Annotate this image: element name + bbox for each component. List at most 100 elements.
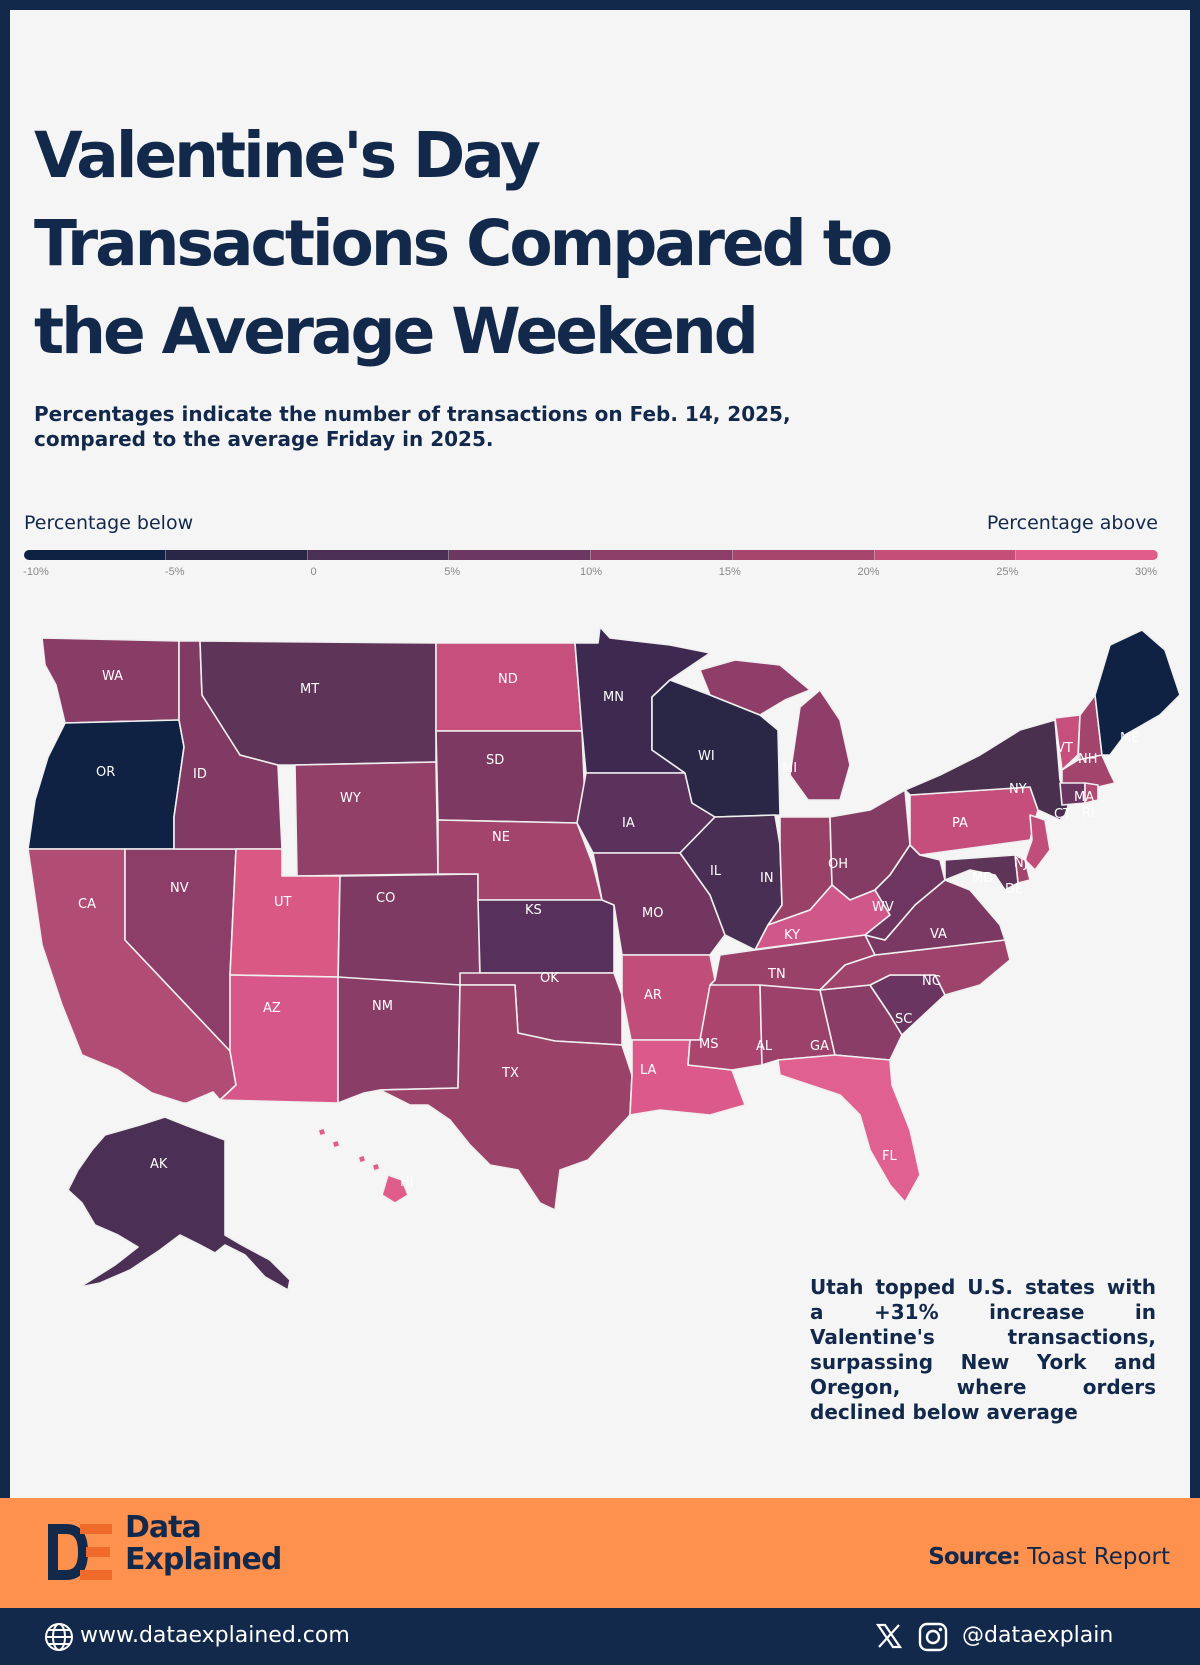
svg-text:NV: NV bbox=[170, 881, 189, 896]
website-link[interactable]: www.dataexplained.com bbox=[80, 1623, 350, 1648]
svg-text:TX: TX bbox=[501, 1066, 519, 1081]
state-md bbox=[944, 854, 1019, 891]
legend-segment bbox=[307, 550, 450, 560]
brand-line-1: Data bbox=[125, 1510, 202, 1545]
legend-segment bbox=[165, 550, 308, 560]
svg-text:KY: KY bbox=[784, 928, 800, 943]
us-choropleth-map: WA OR CA NV ID MT WY UT CO AZ NM ND SD NE KS OK TX M… bbox=[27, 626, 1180, 1291]
svg-text:AZ: AZ bbox=[263, 1001, 281, 1016]
svg-text:ME: ME bbox=[1120, 731, 1139, 746]
svg-text:MA: MA bbox=[1074, 790, 1094, 805]
svg-text:VT: VT bbox=[1056, 741, 1073, 756]
state-nm bbox=[337, 976, 461, 1104]
svg-text:MS: MS bbox=[699, 1037, 718, 1052]
state-hi bbox=[317, 1127, 409, 1204]
svg-text:ND: ND bbox=[498, 672, 518, 687]
legend-segment bbox=[24, 550, 166, 560]
svg-text:WY: WY bbox=[340, 791, 361, 806]
state-mt bbox=[199, 640, 437, 766]
state-labels: WA OR CA NV ID MT WY UT CO AZ NM ND SD NE KS OK TX M… bbox=[78, 669, 1139, 1190]
svg-text:OR: OR bbox=[96, 765, 115, 780]
svg-text:AR: AR bbox=[644, 988, 662, 1003]
svg-text:NY: NY bbox=[1009, 782, 1027, 797]
legend-label-below: Percentage below bbox=[24, 512, 194, 534]
legend-label-above: Percentage above bbox=[986, 512, 1158, 534]
state-nd bbox=[435, 642, 583, 732]
svg-text:OK: OK bbox=[540, 971, 559, 986]
svg-text:HI: HI bbox=[400, 1175, 414, 1190]
state-or bbox=[27, 719, 185, 850]
brand-name: Data Explained bbox=[125, 1510, 282, 1577]
svg-text:UT: UT bbox=[274, 895, 292, 910]
svg-text:LA: LA bbox=[640, 1063, 657, 1078]
brand-bar: Data Explained Source: Toast Report bbox=[0, 1498, 1200, 1608]
legend-segment bbox=[874, 550, 1017, 560]
svg-text:WV: WV bbox=[872, 900, 894, 915]
legend-segment bbox=[732, 550, 875, 560]
state-ks bbox=[477, 899, 615, 974]
svg-text:VA: VA bbox=[930, 927, 947, 942]
svg-text:NH: NH bbox=[1078, 752, 1098, 767]
svg-text:TN: TN bbox=[767, 967, 786, 982]
svg-text:MD: MD bbox=[972, 871, 993, 886]
source-label: Source: bbox=[928, 1544, 1021, 1570]
svg-text:NM: NM bbox=[372, 999, 393, 1014]
state-co bbox=[337, 873, 481, 986]
legend-tick-label: 5% bbox=[444, 566, 461, 578]
svg-text:AK: AK bbox=[150, 1157, 168, 1172]
state-ar bbox=[621, 954, 716, 1041]
svg-text:PA: PA bbox=[952, 816, 968, 831]
annotation-note: Utah topped U.S. states with a +31% incr… bbox=[810, 1275, 1156, 1424]
legend-tick-label: 20% bbox=[857, 566, 880, 578]
state-az bbox=[219, 974, 339, 1104]
svg-text:RI: RI bbox=[1082, 806, 1095, 821]
svg-text:NC: NC bbox=[922, 974, 941, 989]
source-credit: Source: Toast Report bbox=[928, 1544, 1170, 1570]
svg-text:CO: CO bbox=[376, 891, 395, 906]
legend-segment bbox=[591, 550, 733, 560]
state-me bbox=[1094, 629, 1180, 756]
svg-text:OH: OH bbox=[828, 857, 848, 872]
svg-text:MT: MT bbox=[300, 682, 319, 697]
subtitle: Percentages indicate the number of trans… bbox=[34, 402, 791, 451]
svg-text:CA: CA bbox=[78, 897, 96, 912]
source-value: Toast Report bbox=[1027, 1544, 1170, 1570]
state-nj bbox=[1024, 814, 1051, 871]
legend-tick-label: 30% bbox=[1134, 566, 1158, 578]
state-pa bbox=[909, 786, 1039, 856]
svg-text:SC: SC bbox=[895, 1012, 912, 1027]
svg-text:AL: AL bbox=[756, 1039, 773, 1054]
x-logo-icon[interactable] bbox=[876, 1623, 902, 1649]
legend-tick-label: 10% bbox=[579, 566, 603, 578]
instagram-icon[interactable] bbox=[918, 1622, 948, 1652]
svg-text:CT: CT bbox=[1054, 807, 1071, 822]
brand-line-2: Explained bbox=[125, 1542, 282, 1577]
globe-icon bbox=[45, 1623, 73, 1651]
svg-text:WA: WA bbox=[102, 669, 123, 684]
legend-tick-label: 25% bbox=[996, 566, 1019, 578]
state-tx bbox=[379, 984, 633, 1211]
legend-segment bbox=[1016, 550, 1158, 560]
state-sd bbox=[435, 730, 587, 828]
legend-tick-label: 15% bbox=[718, 566, 741, 578]
svg-text:MI: MI bbox=[782, 761, 797, 776]
svg-text:SD: SD bbox=[486, 753, 504, 768]
legend-tick-label: 0 bbox=[310, 566, 317, 578]
svg-text:MO: MO bbox=[642, 906, 663, 921]
legend-tick-label: -10% bbox=[23, 566, 49, 578]
svg-text:NJ: NJ bbox=[1014, 856, 1028, 871]
svg-text:IN: IN bbox=[760, 871, 774, 886]
svg-text:GA: GA bbox=[810, 1039, 829, 1054]
state-wy bbox=[294, 761, 439, 877]
legend-tick-label: -5% bbox=[164, 566, 185, 578]
svg-text:ID: ID bbox=[193, 767, 207, 782]
footer-bar: www.dataexplained.com @dataexplain bbox=[0, 1608, 1200, 1665]
state-ri bbox=[1084, 782, 1099, 804]
legend-color-scale bbox=[24, 550, 1158, 560]
svg-text:MN: MN bbox=[603, 690, 624, 705]
page-title: Valentine's Day Transactions Compared to… bbox=[34, 119, 893, 368]
state-fl bbox=[777, 1054, 921, 1203]
svg-text:KS: KS bbox=[525, 903, 542, 918]
social-handle[interactable]: @dataexplain bbox=[962, 1623, 1114, 1648]
svg-text:IA: IA bbox=[622, 816, 635, 831]
